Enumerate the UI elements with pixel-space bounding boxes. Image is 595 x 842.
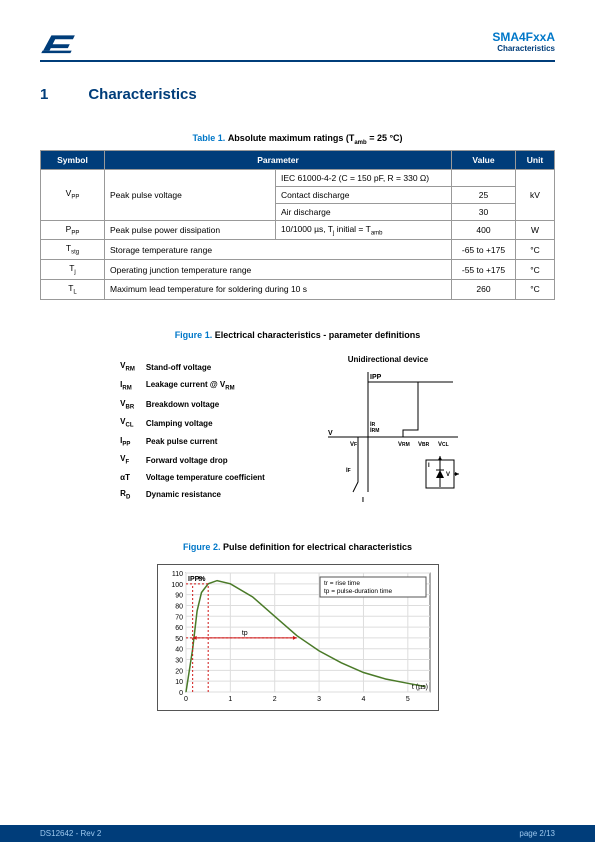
section-number: 1	[40, 86, 48, 103]
svg-text:tp: tp	[241, 629, 247, 636]
svg-text:40: 40	[175, 646, 183, 653]
svg-text:tr: tr	[198, 575, 203, 582]
figure1-caption: Figure 1. Electrical characteristics - p…	[40, 330, 555, 340]
svg-text:IF: IF	[346, 468, 351, 474]
svg-text:5: 5	[405, 696, 409, 703]
svg-text:VBR: VBR	[418, 442, 430, 448]
svg-text:20: 20	[175, 668, 183, 675]
table-ratings: Symbol Parameter Value Unit VPPPeak puls…	[40, 150, 555, 300]
svg-text:IRM: IRM	[370, 428, 379, 434]
svg-text:30: 30	[175, 657, 183, 664]
figure1: VRMStand-off voltageIRMLeakage current @…	[40, 352, 555, 512]
section-title: Characteristics	[88, 86, 196, 103]
svg-text:tp = pulse-duration time: tp = pulse-duration time	[324, 588, 392, 595]
page-footer: DS12642 - Rev 2 page 2/13	[0, 825, 595, 842]
doc-id: DS12642 - Rev 2	[40, 829, 101, 838]
svg-text:10: 10	[175, 679, 183, 686]
svg-text:Unidirectional device: Unidirectional device	[348, 355, 429, 364]
svg-text:V: V	[328, 430, 333, 437]
svg-text:IPP: IPP	[370, 374, 382, 381]
figure2-caption: Figure 2. Pulse definition for electrica…	[40, 542, 555, 552]
svg-text:3: 3	[317, 696, 321, 703]
svg-text:tr = rise time: tr = rise time	[324, 580, 360, 587]
svg-text:VCL: VCL	[438, 442, 449, 448]
st-logo	[40, 30, 78, 56]
page-number: page 2/13	[519, 829, 555, 838]
svg-text:80: 80	[175, 603, 183, 610]
svg-text:0: 0	[179, 690, 183, 697]
svg-text:0: 0	[184, 696, 188, 703]
svg-text:1: 1	[228, 696, 232, 703]
svg-text:I: I	[428, 463, 430, 469]
svg-text:I: I	[362, 497, 364, 504]
svg-text:2: 2	[272, 696, 276, 703]
svg-text:110: 110	[171, 571, 182, 578]
table1-caption: Table 1. Absolute maximum ratings (Tamb …	[40, 133, 555, 146]
definitions-table: VRMStand-off voltageIRMLeakage current @…	[117, 357, 268, 505]
svg-text:100: 100	[171, 581, 183, 588]
iv-curve-diagram: Unidirectional device IPP IR IRM V VF VR…	[298, 352, 478, 512]
product-name: SMA4FxxA	[492, 30, 555, 44]
svg-text:60: 60	[175, 625, 183, 632]
figure2-chart: 0 10 20 30 40 50 60 70 80 90 100 110 0 1 2 3 4 5 IPP% tp tr t…	[40, 564, 555, 713]
svg-text:VRM: VRM	[398, 442, 410, 448]
page-header: SMA4FxxA Characteristics	[40, 30, 555, 62]
section-heading: 1 Characteristics	[40, 86, 555, 103]
header-section: Characteristics	[492, 44, 555, 53]
svg-text:t (µs): t (µs)	[411, 684, 427, 691]
svg-text:90: 90	[175, 592, 183, 599]
svg-text:70: 70	[175, 614, 183, 621]
svg-text:4: 4	[361, 696, 365, 703]
svg-text:IPP%: IPP%	[188, 576, 206, 583]
svg-text:VF: VF	[350, 442, 357, 448]
svg-text:50: 50	[175, 635, 183, 642]
svg-text:V: V	[446, 472, 450, 478]
